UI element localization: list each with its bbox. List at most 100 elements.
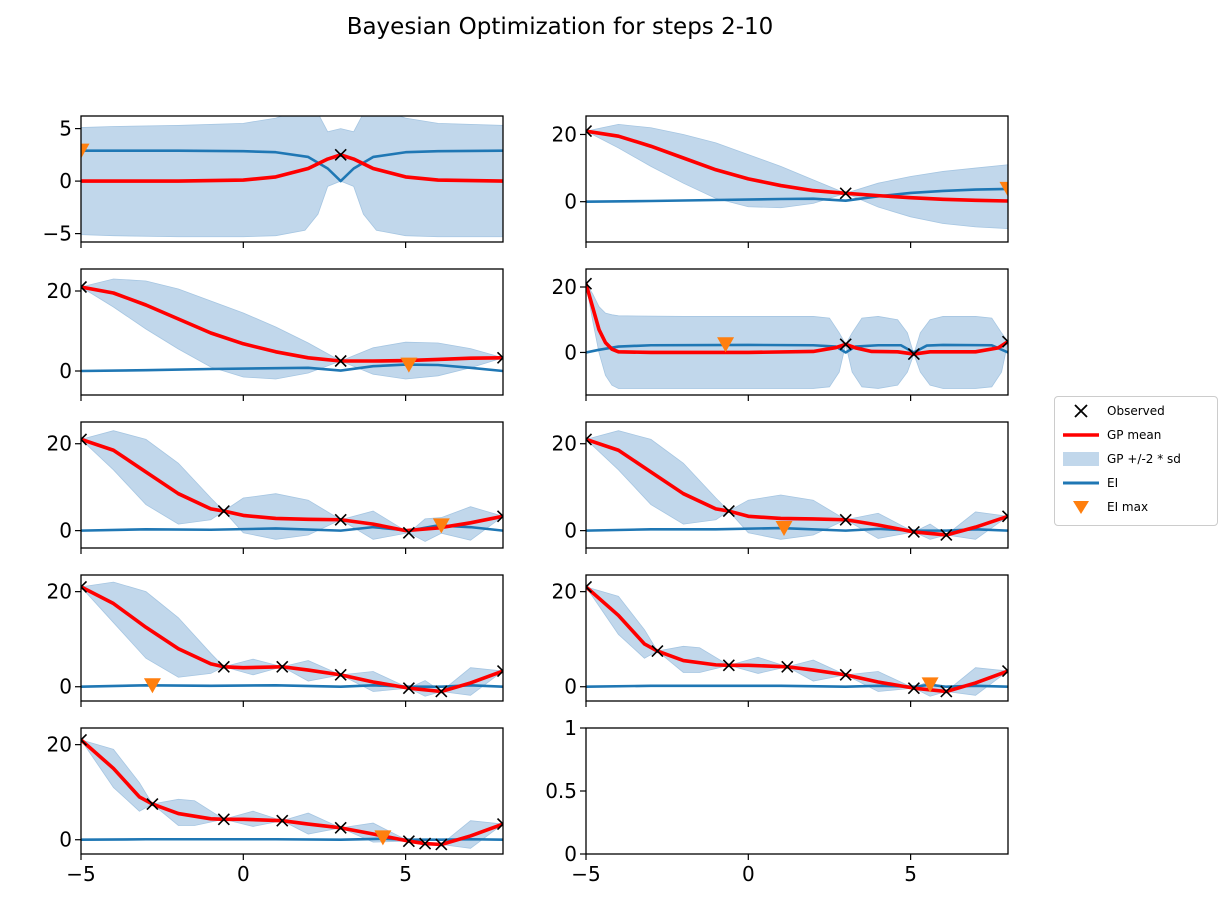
ei-line bbox=[586, 187, 1008, 203]
observed-marker bbox=[435, 838, 448, 851]
observed-marker bbox=[907, 525, 920, 538]
y-tick-label: 0 bbox=[59, 169, 72, 193]
legend-label-ei-max: EI max bbox=[1107, 500, 1149, 514]
legend-swatch-ei-max bbox=[1073, 501, 1089, 514]
gp-mean-line bbox=[586, 129, 1008, 203]
legend-entry-observed: Observed bbox=[1055, 401, 1217, 421]
observed-marker bbox=[81, 733, 88, 746]
ei-max-marker bbox=[717, 337, 735, 353]
observed-marker bbox=[907, 348, 920, 361]
observed-marker bbox=[334, 148, 347, 161]
gp-band bbox=[586, 430, 1008, 540]
y-tick-label: 20 bbox=[47, 279, 72, 303]
y-tick-label: 20 bbox=[552, 122, 577, 146]
observed-marker bbox=[586, 433, 593, 446]
ei-line bbox=[81, 837, 503, 842]
subplot-3: 0 20 bbox=[47, 268, 504, 401]
observed-marker bbox=[586, 125, 593, 138]
observed-marker bbox=[334, 354, 347, 368]
observed-marker bbox=[334, 513, 347, 526]
observed-marker bbox=[722, 659, 735, 672]
axes-frame bbox=[585, 115, 1009, 243]
observed-marker bbox=[334, 668, 347, 681]
subplot-5: 0 20 bbox=[47, 421, 504, 554]
legend-swatch-observed bbox=[1074, 404, 1088, 418]
legend-swatch-ei bbox=[1063, 481, 1099, 485]
observed-marker bbox=[781, 660, 794, 673]
subplot-4: 0 20 bbox=[552, 268, 1009, 401]
y-tick-label: 20 bbox=[552, 275, 577, 299]
x-tick-label: 0 bbox=[237, 862, 250, 886]
observed-marker bbox=[81, 580, 88, 593]
figure-title: Bayesian Optimization for steps 2-10 bbox=[346, 14, 774, 40]
legend: Observed GP mean GP +/-2 * sd EI EI max bbox=[1054, 396, 1218, 526]
observed-marker bbox=[496, 664, 503, 678]
x-tick-label: −5 bbox=[571, 862, 600, 886]
observed-marker bbox=[276, 814, 289, 827]
observed-marker bbox=[940, 685, 953, 698]
axes-frame bbox=[80, 421, 504, 549]
y-tick-label: −5 bbox=[43, 222, 72, 246]
observed-marker bbox=[839, 338, 852, 351]
ei-max-marker bbox=[374, 830, 392, 846]
subplot-1: −5 0 5 bbox=[43, 115, 504, 248]
subplot-10: 00.51−5 0 5 bbox=[545, 716, 1009, 886]
axes-frame bbox=[80, 115, 504, 243]
y-tick-label: 0 bbox=[59, 828, 72, 852]
observed-marker bbox=[146, 798, 159, 811]
y-tick-label: 0 bbox=[564, 675, 577, 699]
legend-label-gp-mean: GP mean bbox=[1107, 428, 1162, 442]
observed-marker bbox=[217, 505, 230, 518]
legend-entry-gp-band: GP +/-2 * sd bbox=[1055, 449, 1217, 469]
observed-marker bbox=[402, 526, 415, 539]
legend-entry-ei-max: EI max bbox=[1055, 497, 1217, 517]
observed-marker bbox=[839, 187, 852, 200]
plot-area bbox=[81, 580, 503, 698]
x-tick-label: −5 bbox=[66, 862, 95, 886]
gp-mean-line bbox=[586, 437, 1008, 537]
observed-marker bbox=[402, 682, 415, 695]
subplot-7: 0 20 bbox=[47, 574, 504, 707]
observed-marker bbox=[839, 668, 852, 681]
x-tick-label: 5 bbox=[399, 862, 412, 886]
legend-entry-gp-mean: GP mean bbox=[1055, 425, 1217, 445]
plot-area bbox=[586, 430, 1008, 542]
ei-max-marker bbox=[775, 521, 793, 537]
y-tick-label: 20 bbox=[47, 432, 72, 456]
y-tick-label: 20 bbox=[552, 580, 577, 604]
legend-label-gp-band: GP +/-2 * sd bbox=[1107, 452, 1181, 466]
observed-marker bbox=[496, 817, 503, 831]
gp-band bbox=[586, 283, 1008, 389]
subplot-6: 0 20 bbox=[552, 421, 1009, 554]
observed-marker bbox=[586, 277, 593, 290]
y-tick-label: 5 bbox=[59, 117, 72, 141]
axes-frame bbox=[585, 727, 1009, 855]
gp-mean-line bbox=[81, 153, 503, 183]
observed-marker bbox=[907, 682, 920, 695]
y-tick-label: 0 bbox=[564, 190, 577, 214]
subplot-9: 0 20 −5 0 5 bbox=[47, 727, 504, 886]
y-tick-label: 0 bbox=[59, 519, 72, 543]
y-tick-label: 0 bbox=[59, 359, 72, 383]
gp-band bbox=[81, 116, 503, 238]
plot-area bbox=[586, 580, 1008, 698]
observed-marker bbox=[217, 813, 230, 826]
gp-band bbox=[81, 278, 503, 380]
observed-marker bbox=[1001, 664, 1008, 678]
observed-marker bbox=[839, 513, 852, 526]
legend-swatch-gp-band bbox=[1063, 452, 1099, 466]
y-tick-label: 0 bbox=[564, 340, 577, 364]
observed-marker bbox=[940, 528, 953, 542]
gp-mean-line bbox=[586, 283, 1008, 356]
observed-marker bbox=[81, 280, 88, 294]
y-tick-label: 0 bbox=[564, 842, 577, 866]
ei-max-marker bbox=[400, 357, 418, 373]
plot-area bbox=[586, 123, 1008, 229]
axes-frame bbox=[585, 268, 1009, 396]
plot-area bbox=[81, 733, 503, 851]
observed-marker bbox=[276, 660, 289, 673]
observed-marker bbox=[419, 837, 432, 850]
observed-marker bbox=[496, 510, 503, 523]
observed-marker bbox=[402, 835, 415, 848]
